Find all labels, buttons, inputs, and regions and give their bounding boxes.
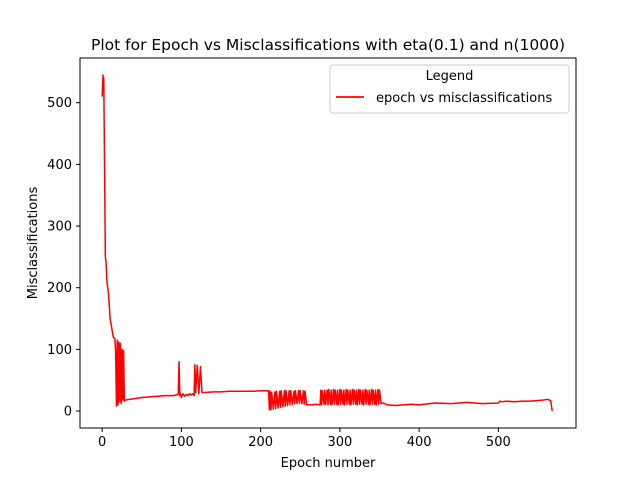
- plot-frame: [79, 57, 577, 429]
- y-tick-label: 500: [47, 96, 72, 111]
- legend-box: [329, 64, 570, 114]
- y-tick-label: 400: [47, 158, 72, 173]
- y-tick-label: 100: [47, 343, 72, 358]
- chart-title: Plot for Epoch vs Misclassifications wit…: [91, 36, 565, 54]
- series-line-epoch-vs-misclassifications: [101, 74, 553, 412]
- x-tick-label: 100: [169, 435, 194, 450]
- y-tick-label: 300: [47, 220, 72, 235]
- legend: Legend epoch vs misclassifications: [329, 64, 570, 114]
- x-axis: 0 100 200 300 400 500: [98, 428, 511, 450]
- x-tick-label: 0: [98, 435, 106, 450]
- y-axis-label: Misclassifications: [26, 187, 41, 300]
- legend-title: Legend: [426, 69, 474, 84]
- x-tick-label: 500: [486, 435, 511, 450]
- x-tick-label: 200: [248, 435, 273, 450]
- legend-entry-epoch-vs-misclassifications: epoch vs misclassifications: [376, 91, 552, 106]
- y-tick-label: 200: [47, 281, 72, 296]
- y-axis: 0 100 200 300 400 500: [47, 96, 80, 420]
- x-tick-label: 400: [407, 435, 432, 450]
- series-layer: [101, 74, 553, 412]
- x-axis-label: Epoch number: [281, 456, 376, 471]
- y-tick-label: 0: [64, 405, 72, 420]
- plot-area: [80, 58, 576, 428]
- x-tick-label: 300: [327, 435, 352, 450]
